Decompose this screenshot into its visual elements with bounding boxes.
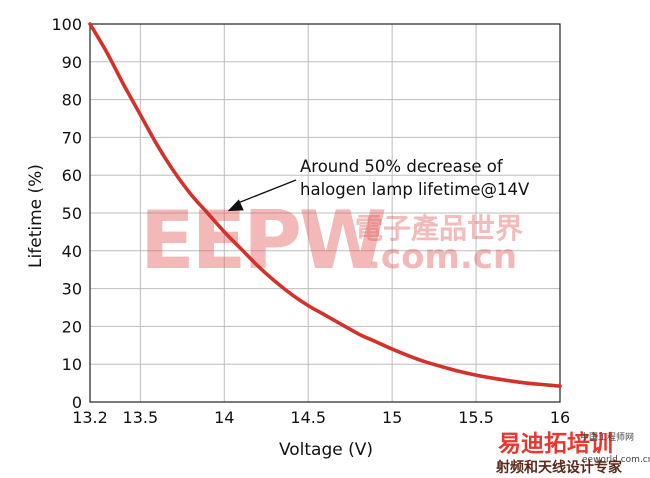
watermark-domain: .com.cn bbox=[368, 237, 517, 277]
watermark-corner-main: 易迪拓培训 bbox=[498, 430, 613, 457]
watermark-eepw: EEPW bbox=[140, 194, 385, 287]
annotation: Around 50% decrease of halogen lamp life… bbox=[227, 157, 530, 212]
y-tick-label: 90 bbox=[62, 53, 82, 72]
y-tick-label: 10 bbox=[62, 355, 82, 374]
grid bbox=[90, 24, 560, 402]
series-line bbox=[88, 22, 562, 388]
x-tick-label: 15 bbox=[382, 408, 402, 427]
plot-border bbox=[89, 23, 561, 403]
plot-frame bbox=[89, 23, 561, 403]
watermark-corner-url: eeworld.com.cn bbox=[582, 455, 650, 465]
annotation-line-1: Around 50% decrease of bbox=[300, 157, 504, 176]
corner-watermark: 易迪拓培训 中国工程师网 eeworld.com.cn 射频和天线设计专家 bbox=[495, 430, 650, 476]
x-tick-label: 14 bbox=[214, 408, 234, 427]
x-tick-label: 16 bbox=[550, 408, 570, 427]
watermark: EEPW 電子產品世界 .com.cn bbox=[140, 194, 523, 287]
tick-labels: 13.2 13.5 14 14.5 15 15.5 16 0 10 20 30 40 50 60 70 80 9… bbox=[51, 15, 570, 427]
y-tick-label: 0 bbox=[72, 393, 82, 412]
x-tick-label: 13.2 bbox=[72, 408, 108, 427]
y-tick-label: 100 bbox=[51, 15, 82, 34]
watermark-corner-sub: 射频和天线设计专家 bbox=[495, 459, 623, 476]
x-tick-label: 13.5 bbox=[123, 408, 159, 427]
y-tick-label: 40 bbox=[62, 242, 82, 261]
y-tick-label: 30 bbox=[62, 280, 82, 299]
x-tick-label: 15.5 bbox=[458, 408, 494, 427]
series-layer bbox=[88, 22, 562, 388]
annotation-arrowhead bbox=[227, 199, 244, 212]
y-tick-label: 50 bbox=[62, 204, 82, 223]
annotation-arrow-line bbox=[237, 179, 297, 204]
annotation-line-2: halogen lamp lifetime@14V bbox=[300, 180, 530, 199]
x-axis-title: Voltage (V) bbox=[279, 440, 373, 460]
y-axis-title: Lifetime (%) bbox=[26, 164, 46, 268]
y-tick-label: 20 bbox=[62, 317, 82, 336]
watermark-chinese: 電子產品世界 bbox=[355, 212, 523, 245]
y-tick-label: 70 bbox=[62, 128, 82, 147]
watermark-corner-small: 中国工程师网 bbox=[580, 431, 634, 443]
y-tick-label: 60 bbox=[62, 166, 82, 185]
x-tick-label: 14.5 bbox=[290, 408, 326, 427]
y-tick-label: 80 bbox=[62, 91, 82, 110]
